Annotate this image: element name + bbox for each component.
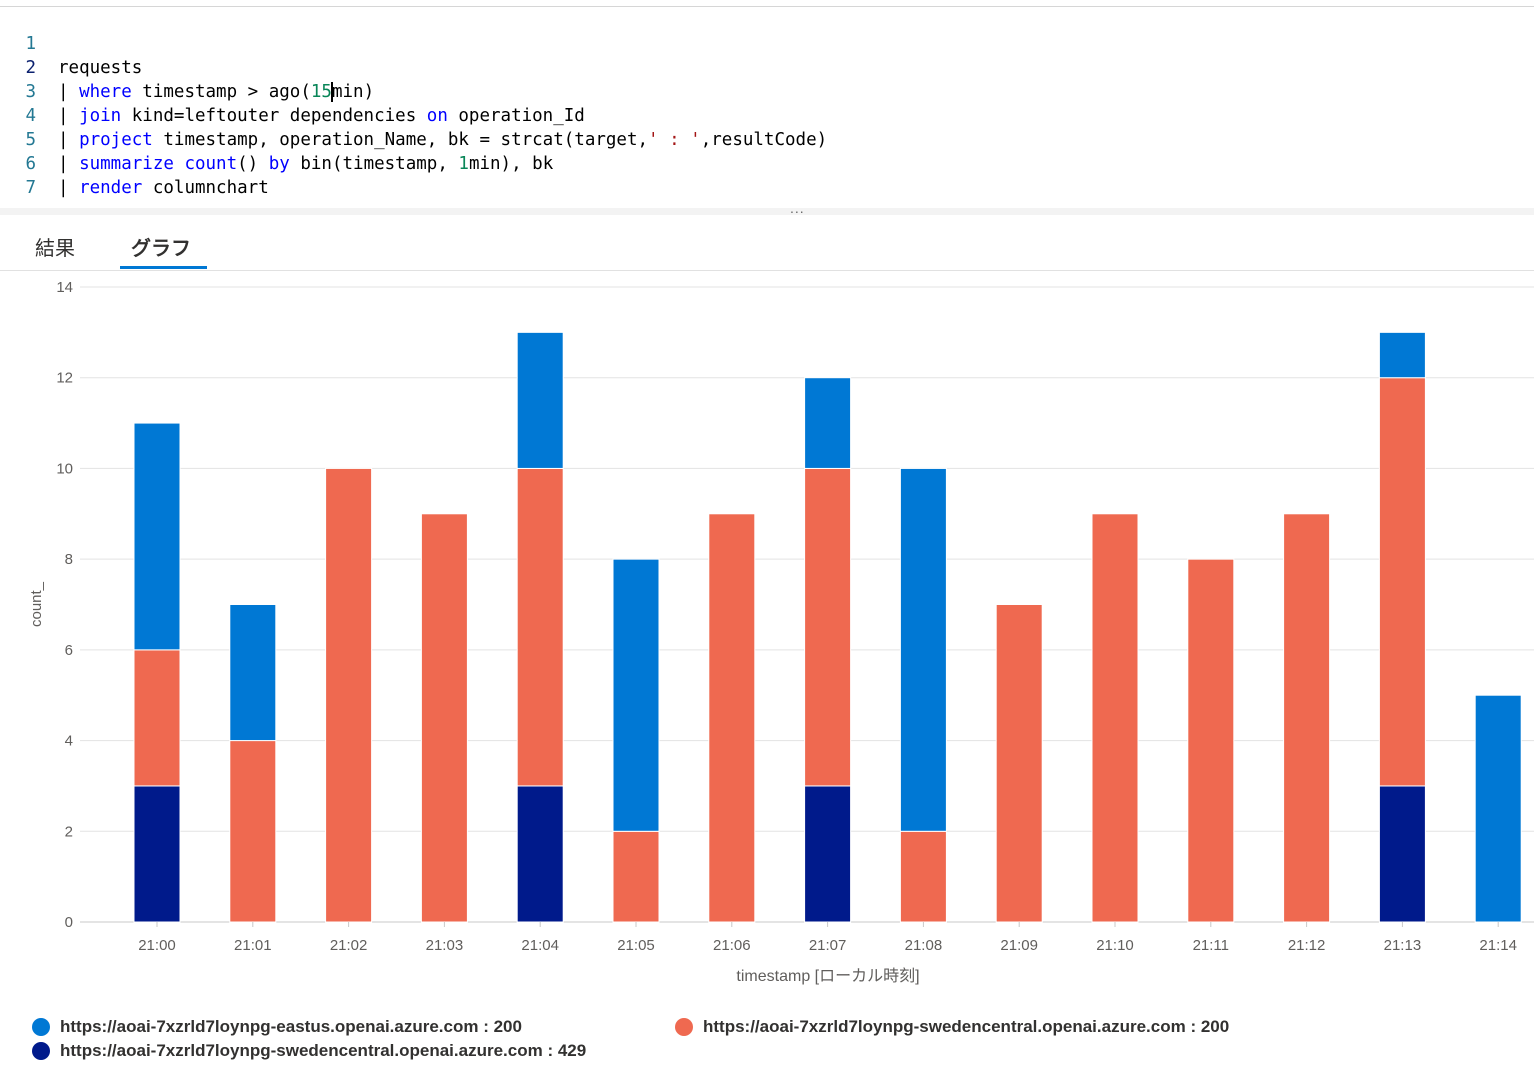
- x-tick-label: 21:11: [1193, 937, 1229, 954]
- code-line-5[interactable]: 5 | summarize count() by bin(timestamp, …: [0, 104, 553, 174]
- x-tick-label: 21:09: [1000, 937, 1038, 954]
- line-number: 2: [25, 58, 36, 78]
- code-text[interactable]: | project timestamp, operation_Name, bk …: [58, 130, 828, 150]
- x-tick-label: 21:08: [905, 937, 943, 954]
- bar-segment: [229, 604, 277, 742]
- code-text[interactable]: | where timestamp > ago(15min): [58, 82, 375, 102]
- x-tick-label: 21:04: [521, 937, 559, 954]
- y-tick-label: 2: [65, 823, 73, 840]
- bar-segment: [612, 558, 660, 832]
- bar-segment: [420, 513, 468, 923]
- y-tick-label: 8: [65, 551, 73, 568]
- legend-label: https://aoai-7xzrld7loynpg-swedencentral…: [60, 1041, 587, 1060]
- x-tick-label: 21:05: [617, 937, 655, 954]
- bar-segment: [899, 467, 947, 832]
- top-border: [0, 6, 1534, 7]
- code-line-2[interactable]: 2 | where timestamp > ago(15min): [0, 32, 374, 102]
- legend-swatch: [32, 1042, 50, 1060]
- bar-segment: [1378, 377, 1426, 787]
- bar-segment: [516, 785, 564, 923]
- x-tick-label: 21:06: [713, 937, 751, 954]
- column-chart: 0 2 4 6 8 10 12 14 count_ 21:00 21:01 21:02 21:03 21:…: [28, 279, 1534, 985]
- x-tick-label: 21:12: [1288, 937, 1326, 954]
- x-axis-label: timestamp [ローカル時刻]: [736, 967, 919, 985]
- bar-segment: [612, 830, 660, 923]
- x-tick-label: 21:13: [1384, 937, 1422, 954]
- code-text[interactable]: | summarize count() by bin(timestamp, 1m…: [58, 154, 554, 174]
- x-tick-label: 21:02: [330, 937, 368, 954]
- bar-segment: [804, 785, 852, 923]
- bar-segment: [708, 513, 756, 923]
- x-tick-label: 21:14: [1479, 937, 1517, 954]
- bar-segment: [1378, 785, 1426, 923]
- code-line-6[interactable]: 6 | render columnchart: [0, 128, 268, 198]
- code-text[interactable]: requests: [58, 58, 143, 78]
- code-text[interactable]: | join kind=leftouter dependencies on op…: [58, 106, 585, 126]
- x-tick-label: 21:00: [138, 937, 176, 954]
- code-line-4[interactable]: 4 | project timestamp, operation_Name, b…: [0, 80, 827, 150]
- y-tick-label: 12: [56, 370, 73, 387]
- bar-segment: [804, 377, 852, 469]
- y-tick-label: 14: [56, 279, 73, 296]
- code-text[interactable]: | render columnchart: [58, 178, 280, 198]
- chart-legend: https://aoai-7xzrld7loynpg-eastus.openai…: [0, 1010, 1534, 1069]
- line-number: 1: [25, 34, 36, 54]
- y-tick-label: 0: [65, 914, 73, 931]
- y-tick-label: 4: [65, 733, 73, 750]
- bar-segment: [804, 467, 852, 787]
- line-number: 5: [25, 130, 36, 150]
- bar-segment: [133, 649, 181, 787]
- bar-segment: [516, 467, 564, 787]
- bar-segment: [899, 830, 947, 923]
- legend-swatch: [675, 1018, 693, 1036]
- bar-segment: [516, 331, 564, 469]
- y-axis-label: count_: [28, 581, 45, 627]
- bar-segment: [1378, 331, 1426, 379]
- bar-segment: [325, 467, 373, 923]
- bar-segment: [133, 785, 181, 923]
- query-editor[interactable]: 1 requests 2 | where timestamp > ago(15m…: [0, 8, 1534, 208]
- bar-segment: [1474, 694, 1522, 923]
- result-tabs: 結果 グラフ: [0, 222, 1534, 271]
- line-number: 6: [25, 154, 36, 174]
- tab-chart[interactable]: グラフ: [131, 238, 191, 260]
- bar-segment: [1283, 513, 1331, 923]
- code-line-1[interactable]: 1 requests: [0, 8, 142, 78]
- active-tab-indicator: [120, 266, 207, 269]
- line-number: 4: [25, 106, 36, 126]
- x-tick-label: 21:03: [426, 937, 464, 954]
- bar-segment: [229, 740, 277, 923]
- bar-segment: [1091, 513, 1139, 923]
- pane-splitter[interactable]: [0, 208, 1534, 215]
- y-tick-label: 10: [56, 460, 73, 477]
- y-tick-label: 6: [65, 642, 73, 659]
- line-number: 7: [25, 178, 36, 198]
- x-tick-label: 21:01: [234, 937, 272, 954]
- bar-segment: [1187, 558, 1235, 923]
- bar-segment: [995, 604, 1043, 923]
- tab-results[interactable]: 結果: [35, 238, 75, 260]
- legend-label: https://aoai-7xzrld7loynpg-eastus.openai…: [60, 1017, 522, 1036]
- text-cursor: [330, 82, 333, 102]
- legend-swatch: [32, 1018, 50, 1036]
- legend-label: https://aoai-7xzrld7loynpg-swedencentral…: [703, 1017, 1230, 1036]
- code-line-7[interactable]: 7: [0, 152, 42, 198]
- x-tick-label: 21:07: [809, 937, 847, 954]
- bar-segment: [133, 422, 181, 651]
- splitter-handle-icon[interactable]: ...: [790, 200, 805, 216]
- x-tick-label: 21:10: [1096, 937, 1134, 954]
- code-line-3[interactable]: 3 | join kind=leftouter dependencies on …: [0, 56, 584, 126]
- line-number: 3: [25, 82, 36, 102]
